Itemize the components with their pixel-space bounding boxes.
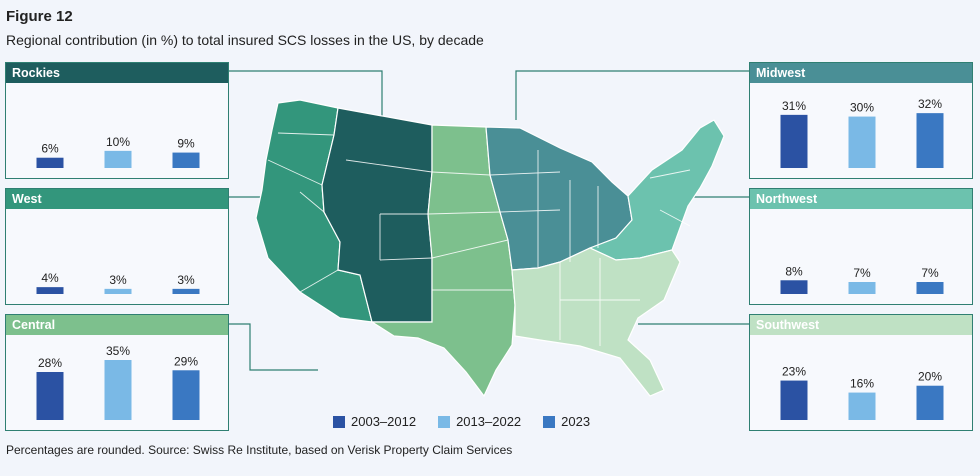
bar-southwest-2 [916,385,944,420]
bar-west-2 [172,288,200,294]
panel-rockies: Rockies 6% 10% 9% [5,62,229,179]
bar-label-central-0: 28% [38,356,62,370]
bar-central-2 [172,370,200,420]
bar-rockies-1 [104,150,132,168]
bar-label-rockies-1: 10% [106,135,130,149]
region-southwest [511,247,681,397]
bar-midwest-2 [916,113,944,168]
bar-central-0 [36,372,64,420]
bar-label-southwest-0: 23% [782,365,806,379]
bar-label-midwest-0: 31% [782,99,806,113]
bar-label-midwest-2: 32% [918,97,942,111]
bar-rockies-0 [36,157,64,168]
bar-central-1 [104,360,132,420]
bar-midwest-0 [780,114,808,168]
bar-label-west-1: 3% [109,273,127,287]
bar-label-northwest-1: 7% [853,266,871,280]
bar-northwest-0 [780,280,808,294]
panel-west: West 4% 3% 3% [5,188,229,305]
panel-northwest: Northwest 8% 7% 7% [749,188,973,305]
bars-central: 28% 35% 29% [36,344,200,420]
bar-label-northwest-0: 8% [785,264,803,278]
region-northwest [588,119,725,261]
panel-midwest: Midwest 31% 30% 32% [749,62,973,179]
legend-item-2013-2022: 2013–2022 [438,414,521,429]
legend-item-2023: 2023 [543,414,590,429]
legend-swatch-2023 [543,415,556,428]
bar-label-west-0: 4% [41,271,59,285]
bars-midwest: 31% 30% 32% [780,97,944,168]
panel-midwest-title: Midwest [750,63,972,83]
bar-label-rockies-2: 9% [177,137,195,151]
panel-northwest-title: Northwest [750,189,972,209]
connector-rockies [229,70,383,118]
legend-label-2003-2012: 2003–2012 [351,414,417,429]
footnote: Percentages are rounded. Source: Swiss R… [6,443,513,457]
bar-label-west-2: 3% [177,273,195,287]
panel-west-title: West [6,189,228,209]
panel-southwest: Southwest 23% 16% 20% [749,314,973,431]
legend-label-2023: 2023 [561,414,591,429]
bar-southwest-1 [848,392,876,420]
bar-label-midwest-1: 30% [850,101,874,115]
bar-northwest-1 [848,282,876,294]
bar-midwest-1 [848,116,876,168]
panel-central-title: Central [6,315,228,335]
bars-rockies: 6% 10% 9% [36,135,200,168]
legend-swatch-2013-2022 [438,415,451,428]
bars-northwest: 8% 7% 7% [780,264,944,294]
panel-central: Central 28% 35% 29% [5,314,229,431]
bars-west: 4% 3% 3% [36,271,200,294]
connector-central [229,323,318,371]
panel-southwest-title: Southwest [750,315,972,335]
figure-label: Figure 12 [6,8,73,25]
bar-label-northwest-2: 7% [921,266,939,280]
bar-label-southwest-2: 20% [918,370,942,384]
bar-northwest-2 [916,282,944,294]
legend-label-2013-2022: 2013–2022 [456,414,522,429]
state-lines [267,132,691,346]
bar-west-0 [36,287,64,294]
legend-swatch-2003-2012 [333,415,345,428]
legend: 2003–2012 2013–2022 2023 [333,414,590,429]
bar-label-central-1: 35% [106,344,130,358]
figure-subtitle: Regional contribution (in %) to total in… [6,32,484,48]
panel-rockies-title: Rockies [6,63,228,83]
bars-southwest: 23% 16% 20% [780,365,944,420]
connector-midwest [515,70,749,120]
bar-southwest-0 [780,380,808,420]
bar-label-central-2: 29% [174,354,198,368]
bar-rockies-2 [172,152,200,168]
legend-item-2003-2012: 2003–2012 [333,414,416,429]
bar-west-1 [104,288,132,294]
bar-label-southwest-1: 16% [850,377,874,391]
connector-lines [229,70,749,371]
bar-label-rockies-0: 6% [41,142,59,156]
